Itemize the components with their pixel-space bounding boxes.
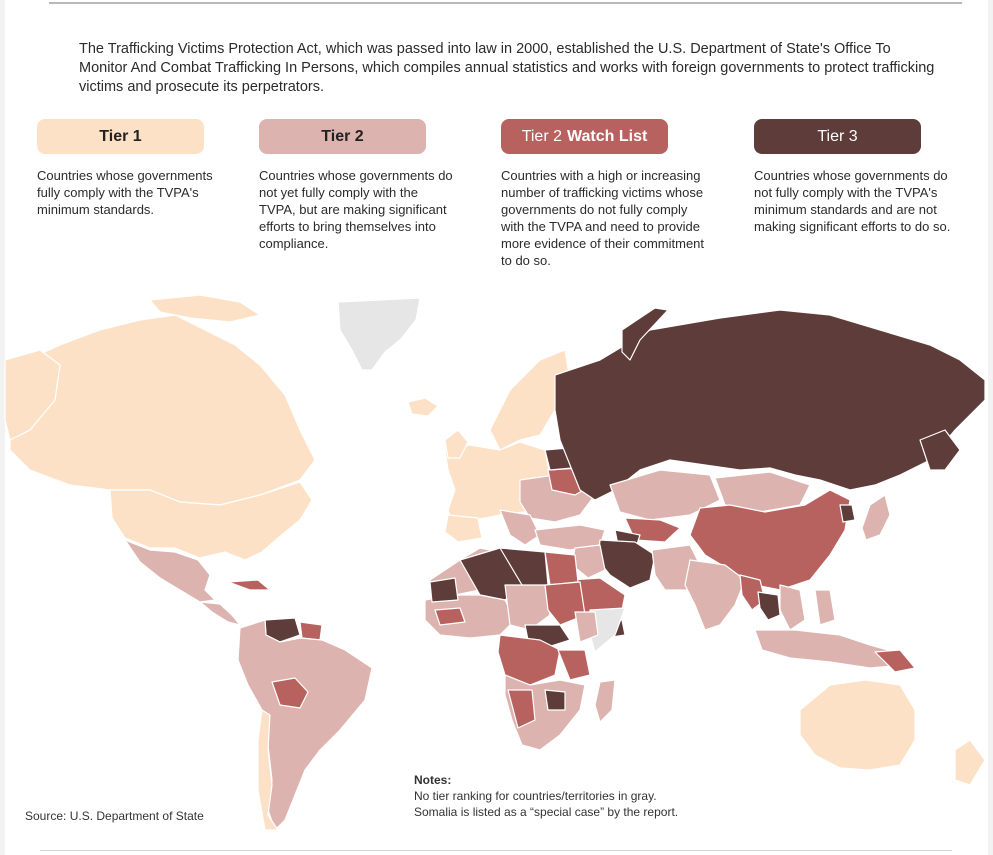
notes: Notes: No tier ranking for countries/ter…: [414, 772, 678, 820]
frame-left-edge: [0, 0, 5, 855]
notes-line-somalia: Somalia is listed as a “special case” by…: [414, 805, 679, 819]
japan: [861, 494, 891, 541]
russia-far-east: [919, 429, 961, 471]
tier-3-description: Countries whose governments do not fully…: [754, 168, 951, 234]
russia: [554, 309, 986, 501]
spain-portugal: [444, 514, 483, 543]
world-map-svg: [4, 294, 986, 831]
legend-tier-3: Tier 3 Countries whose governments do no…: [754, 119, 969, 235]
legend-tier-2: Tier 2 Countries whose governments do no…: [259, 119, 459, 252]
new-zealand: [954, 739, 986, 786]
philippines: [814, 589, 836, 626]
guyana-suriname: [299, 621, 323, 641]
egypt: [544, 551, 579, 586]
tier-2-watch-list-prefix: Tier 2: [521, 127, 562, 145]
madagascar: [594, 679, 616, 723]
west-africa-watch: [434, 607, 466, 626]
south-america: [237, 619, 373, 831]
balkans: [499, 509, 541, 546]
world-map: [0, 290, 993, 835]
tier-3-label: Tier 3: [817, 127, 858, 145]
thailand-region: [757, 591, 781, 621]
ethiopia: [574, 611, 599, 643]
chad-sudan-region: [504, 584, 551, 631]
tier-2-watch-list-description: Countries with a high or increasing numb…: [501, 168, 705, 268]
mexico: [124, 539, 216, 603]
top-divider: [49, 2, 962, 4]
canada-arctic-islands: [149, 294, 261, 323]
bolivia: [271, 677, 309, 709]
frame-right-edge: [988, 0, 993, 855]
intro-text: The Trafficking Victims Protection Act, …: [79, 41, 935, 95]
legend-tier-2-watch-list: Tier 2 Watch List Countries with a high …: [501, 119, 716, 269]
novaya-zemlya: [621, 307, 669, 361]
zimbabwe: [544, 689, 566, 711]
notes-title: Notes:: [414, 773, 452, 787]
legend-tier-1: Tier 1 Countries whose governments fully…: [37, 119, 227, 218]
west-africa: [424, 594, 516, 639]
central-africa: [497, 634, 561, 686]
australia: [799, 679, 916, 771]
tier-2-watch-list-pill: Tier 2 Watch List: [501, 119, 668, 154]
china: [689, 489, 851, 591]
north-korea: [839, 504, 856, 523]
indochina: [779, 584, 806, 631]
tier-2-label: Tier 2: [321, 127, 364, 145]
uk-ireland: [444, 429, 469, 459]
source-credit: Source: U.S. Department of State: [25, 809, 204, 823]
greenland: [337, 297, 421, 371]
iceland: [407, 397, 439, 417]
chile: [257, 709, 279, 831]
bottom-divider: [40, 850, 952, 851]
tier-1-description: Countries whose governments fully comply…: [37, 168, 213, 217]
tier-2-watch-list-label: Watch List: [567, 127, 648, 145]
mauritania: [429, 577, 459, 603]
malaysia-indonesia: [754, 629, 906, 669]
tier-1-label: Tier 1: [99, 127, 142, 145]
tier-2-description: Countries whose governments do not yet f…: [259, 168, 453, 251]
iran: [597, 539, 656, 589]
tanzania: [557, 649, 591, 681]
tier-1-pill: Tier 1: [37, 119, 204, 154]
india: [684, 559, 746, 631]
caribbean: [227, 579, 271, 591]
tier-3-pill: Tier 3: [754, 119, 921, 154]
central-america: [199, 601, 241, 626]
papua-new-guinea: [874, 649, 916, 673]
canada: [9, 314, 316, 506]
notes-line-gray: No tier ranking for countries/territorie…: [414, 789, 657, 803]
usa: [109, 481, 313, 561]
tier-2-pill: Tier 2: [259, 119, 426, 154]
namibia-angola: [507, 689, 536, 729]
alaska: [4, 349, 61, 441]
